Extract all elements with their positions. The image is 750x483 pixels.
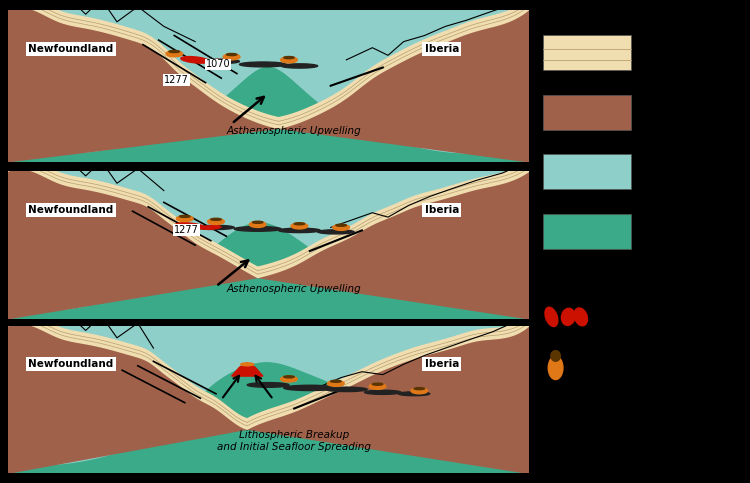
Ellipse shape bbox=[414, 387, 424, 390]
Ellipse shape bbox=[201, 226, 220, 229]
Polygon shape bbox=[8, 323, 248, 473]
Ellipse shape bbox=[248, 383, 289, 387]
Polygon shape bbox=[8, 7, 278, 162]
Ellipse shape bbox=[234, 227, 281, 231]
Ellipse shape bbox=[333, 225, 350, 230]
Ellipse shape bbox=[176, 223, 204, 229]
FancyBboxPatch shape bbox=[543, 95, 632, 130]
Ellipse shape bbox=[284, 385, 336, 391]
Ellipse shape bbox=[373, 383, 382, 385]
Ellipse shape bbox=[241, 363, 254, 366]
Polygon shape bbox=[8, 223, 529, 319]
Ellipse shape bbox=[280, 376, 297, 382]
Ellipse shape bbox=[226, 54, 237, 56]
Text: Asthenospheric Upwelling: Asthenospheric Upwelling bbox=[226, 284, 362, 294]
Polygon shape bbox=[8, 68, 529, 162]
Ellipse shape bbox=[176, 215, 193, 222]
Text: 1277: 1277 bbox=[174, 226, 200, 235]
Ellipse shape bbox=[278, 228, 320, 233]
Ellipse shape bbox=[574, 308, 587, 326]
Polygon shape bbox=[278, 0, 529, 128]
Ellipse shape bbox=[224, 54, 240, 60]
Text: 1277: 1277 bbox=[164, 75, 189, 85]
Ellipse shape bbox=[328, 381, 344, 386]
Ellipse shape bbox=[562, 308, 575, 326]
Ellipse shape bbox=[284, 376, 294, 378]
Ellipse shape bbox=[198, 226, 234, 229]
Ellipse shape bbox=[181, 57, 209, 63]
Ellipse shape bbox=[203, 59, 239, 64]
Polygon shape bbox=[8, 313, 248, 429]
FancyBboxPatch shape bbox=[543, 35, 632, 71]
Ellipse shape bbox=[336, 224, 346, 226]
Ellipse shape bbox=[281, 64, 318, 68]
Text: Newfoundland: Newfoundland bbox=[28, 205, 113, 215]
Ellipse shape bbox=[253, 221, 263, 223]
Ellipse shape bbox=[326, 387, 368, 392]
Text: Iberia: Iberia bbox=[424, 359, 459, 369]
Text: 1070: 1070 bbox=[206, 59, 230, 70]
Ellipse shape bbox=[206, 59, 226, 63]
Ellipse shape bbox=[548, 356, 563, 380]
Ellipse shape bbox=[280, 57, 297, 63]
Text: Newfoundland: Newfoundland bbox=[28, 359, 113, 369]
Polygon shape bbox=[8, 158, 258, 278]
Ellipse shape bbox=[166, 51, 183, 57]
Polygon shape bbox=[8, 169, 258, 319]
Ellipse shape bbox=[284, 57, 294, 58]
Text: Asthenospheric Upwelling: Asthenospheric Upwelling bbox=[226, 127, 362, 136]
Text: Lithospheric Breakup
and Initial Seafloor Spreading: Lithospheric Breakup and Initial Seafloo… bbox=[217, 430, 371, 452]
Ellipse shape bbox=[550, 351, 560, 361]
Ellipse shape bbox=[294, 223, 304, 225]
Polygon shape bbox=[258, 171, 529, 319]
Polygon shape bbox=[248, 316, 529, 429]
FancyBboxPatch shape bbox=[543, 155, 632, 189]
Ellipse shape bbox=[239, 62, 286, 67]
Polygon shape bbox=[258, 161, 529, 278]
Polygon shape bbox=[248, 326, 529, 473]
Ellipse shape bbox=[211, 218, 221, 220]
Ellipse shape bbox=[369, 384, 386, 389]
FancyBboxPatch shape bbox=[543, 214, 632, 249]
Ellipse shape bbox=[545, 307, 558, 327]
Text: Iberia: Iberia bbox=[424, 44, 459, 54]
Ellipse shape bbox=[169, 50, 179, 53]
Text: Iberia: Iberia bbox=[424, 205, 459, 215]
Polygon shape bbox=[278, 10, 529, 162]
Ellipse shape bbox=[318, 230, 354, 234]
Ellipse shape bbox=[179, 215, 190, 217]
Ellipse shape bbox=[331, 380, 341, 383]
Polygon shape bbox=[232, 363, 263, 376]
Ellipse shape bbox=[364, 390, 401, 395]
Ellipse shape bbox=[249, 222, 266, 227]
Ellipse shape bbox=[411, 388, 428, 394]
Ellipse shape bbox=[398, 392, 430, 396]
Polygon shape bbox=[8, 0, 278, 128]
Polygon shape bbox=[8, 363, 529, 473]
Text: Newfoundland: Newfoundland bbox=[28, 44, 113, 54]
Ellipse shape bbox=[208, 219, 224, 225]
Ellipse shape bbox=[291, 223, 308, 229]
